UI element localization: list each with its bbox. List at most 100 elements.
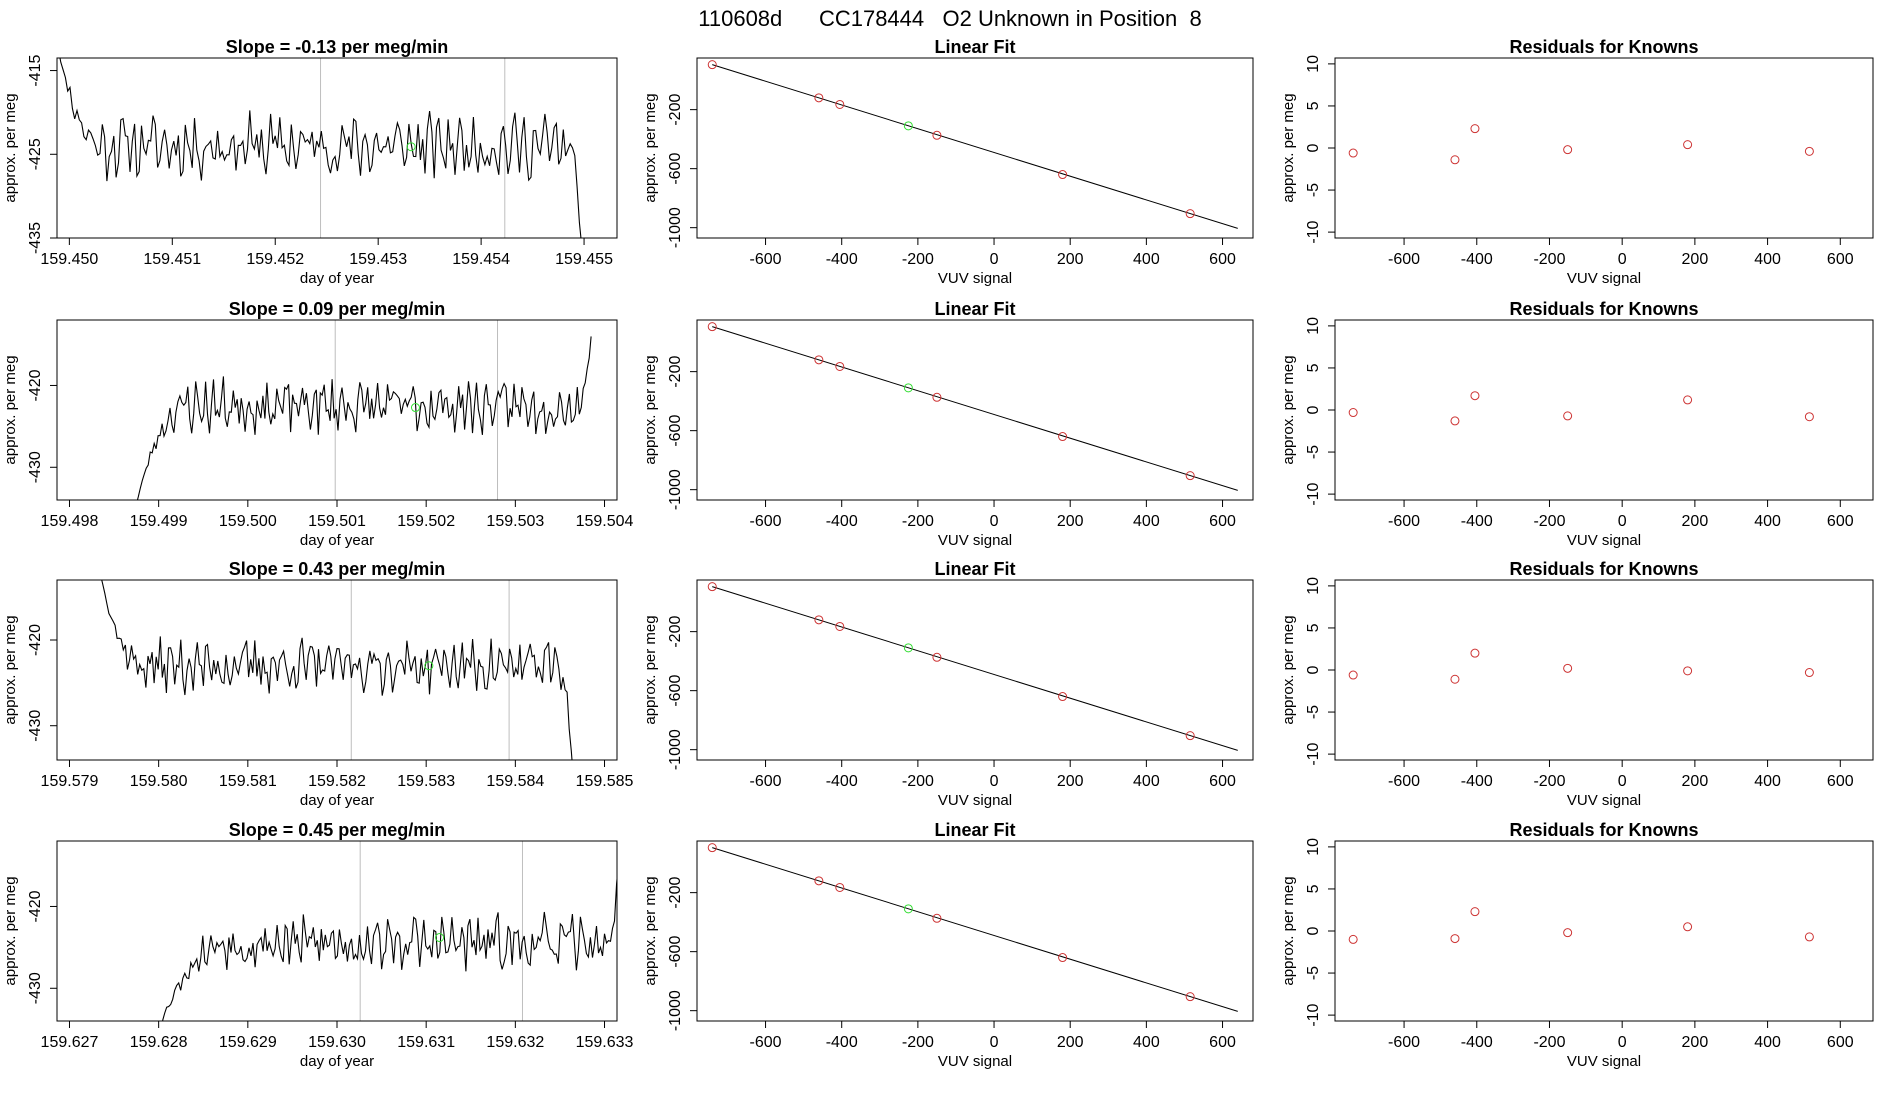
page-title: 110608d CC178444 O2 Unknown in Position …: [698, 6, 1201, 31]
row4-timeseries-y-tick-label: -420: [27, 890, 44, 922]
row3-residuals-x-tick-label: 0: [1618, 773, 1627, 790]
row2-linear-fit-panel: Linear Fit VUV signal approx. per meg -600 -…: [642, 299, 1254, 549]
row3-linear-fit-ylabel: approx. per meg: [642, 615, 659, 724]
panel-grid: Slope = -0.13 per meg/min day of year appr…: [2, 37, 1874, 1070]
row2-timeseries-x-tick-label: 159.500: [219, 513, 277, 530]
row2-residuals-x-tick-label: 200: [1682, 513, 1709, 530]
row1-timeseries-xlabel: day of year: [300, 270, 374, 287]
row2-residuals-residual-point: [1450, 416, 1460, 426]
row2-residuals-y-tick-label: -5: [1305, 445, 1322, 459]
row1-timeseries-x-tick-label: 159.452: [246, 251, 304, 268]
row2-residuals-x-tick-label: -600: [1388, 513, 1420, 530]
row2-linear-fit-x-tick-label: 600: [1209, 513, 1236, 530]
row4-linear-fit-known-point: [1185, 992, 1195, 1002]
row4-timeseries-panel: Slope = 0.45 per meg/min day of year appro…: [2, 820, 634, 1070]
row1-residuals-residual-point: [1470, 124, 1480, 134]
row2-residuals-y-tick-label: -10: [1305, 482, 1322, 505]
row1-linear-fit-plot-frame: [696, 57, 1254, 239]
row4-timeseries-x-tick-label: 159.633: [576, 1034, 634, 1051]
row2-linear-fit-x-tick-label: 200: [1057, 513, 1084, 530]
row3-timeseries-panel: Slope = 0.43 per meg/min day of year appro…: [2, 559, 634, 809]
row1-residuals-residual-point: [1683, 140, 1693, 150]
row1-linear-fit-known-point: [1058, 170, 1068, 180]
row4-timeseries-xlabel: day of year: [300, 1053, 374, 1070]
row1-residuals-x-tick-label: -400: [1461, 251, 1493, 268]
row1-linear-fit-known-point: [814, 93, 824, 103]
row2-timeseries-x-tick-label: 159.499: [130, 513, 188, 530]
row4-residuals-y-tick-label: -5: [1305, 966, 1322, 980]
row1-linear-fit-x-tick-label: -400: [826, 251, 858, 268]
row1-residuals-x-tick-label: 0: [1618, 251, 1627, 268]
row1-timeseries-y-tick-label: -435: [27, 222, 44, 254]
row3-linear-fit-x-tick-label: 600: [1209, 773, 1236, 790]
row2-timeseries-plot-frame: [56, 319, 618, 501]
row1-timeseries-plot-frame: [56, 57, 618, 239]
row3-residuals-x-tick-label: -200: [1533, 773, 1565, 790]
row3-residuals-plot-frame: [1334, 579, 1874, 761]
row2-residuals-x-tick-label: -200: [1533, 513, 1565, 530]
row3-linear-fit-x-tick-label: -200: [902, 773, 934, 790]
row4-linear-fit-xlabel: VUV signal: [938, 1053, 1012, 1070]
row3-linear-fit-x-tick-label: 0: [990, 773, 999, 790]
row4-linear-fit-x-tick-label: 400: [1133, 1034, 1160, 1051]
row2-residuals-y-tick-label: 0: [1305, 405, 1322, 414]
row3-residuals-y-tick-label: -10: [1305, 742, 1322, 765]
row1-residuals-x-tick-label: -600: [1388, 251, 1420, 268]
row3-linear-fit-known-point: [707, 582, 717, 592]
row4-linear-fit-panel: Linear Fit VUV signal approx. per meg -600 -…: [642, 820, 1254, 1070]
row4-residuals-x-tick-label: 200: [1682, 1034, 1709, 1051]
row4-residuals-x-tick-label: 0: [1618, 1034, 1627, 1051]
row3-linear-fit-known-point: [814, 615, 824, 625]
row2-linear-fit-xlabel: VUV signal: [938, 532, 1012, 549]
row4-linear-fit-title: Linear Fit: [934, 820, 1015, 840]
row1-linear-fit-x-tick-label: 200: [1057, 251, 1084, 268]
row1-residuals-ylabel: approx. per meg: [1280, 93, 1297, 202]
row3-timeseries-x-tick-label: 159.581: [219, 773, 277, 790]
row3-timeseries-ylabel: approx. per meg: [2, 615, 19, 724]
row2-residuals-plot-frame: [1334, 319, 1874, 501]
row2-linear-fit-y-tick-label: -600: [667, 415, 684, 447]
row1-timeseries-unknown-point: [406, 142, 416, 152]
row1-residuals-residual-point: [1804, 146, 1814, 156]
row1-residuals-x-tick-label: 600: [1827, 251, 1854, 268]
row4-linear-fit-x-tick-label: 200: [1057, 1034, 1084, 1051]
row4-linear-fit-known-point: [707, 843, 717, 853]
row2-linear-fit-x-tick-label: -200: [902, 513, 934, 530]
row4-residuals-plot-frame: [1334, 840, 1874, 1022]
row4-residuals-y-tick-label: 5: [1305, 884, 1322, 893]
row4-timeseries-ylabel: approx. per meg: [2, 876, 19, 985]
row2-linear-fit-x-tick-label: 400: [1133, 513, 1160, 530]
row2-linear-fit-x-tick-label: 0: [990, 513, 999, 530]
row2-timeseries-x-tick-label: 159.502: [397, 513, 455, 530]
row1-timeseries-y-tick-label: -415: [27, 54, 44, 86]
row3-residuals-y-tick-label: 0: [1305, 665, 1322, 674]
row3-linear-fit-y-tick-label: -200: [667, 616, 684, 648]
row4-linear-fit-fit-line: [712, 847, 1238, 1012]
row4-timeseries-x-tick-label: 159.631: [397, 1034, 455, 1051]
row3-timeseries-x-tick-label: 159.582: [308, 773, 366, 790]
row3-linear-fit-xlabel: VUV signal: [938, 792, 1012, 809]
row3-timeseries-x-tick-label: 159.580: [130, 773, 188, 790]
row1-timeseries-x-tick-label: 159.451: [143, 251, 201, 268]
row3-linear-fit-panel: Linear Fit VUV signal approx. per meg -600 -…: [642, 559, 1254, 809]
row1-linear-fit-x-tick-label: -200: [902, 251, 934, 268]
row1-timeseries-series-line: [59, 58, 582, 238]
row4-timeseries-series-line: [161, 873, 617, 1021]
row-4: Slope = 0.45 per meg/min day of year appro…: [2, 820, 1874, 1070]
row4-linear-fit-x-tick-label: -400: [826, 1034, 858, 1051]
row4-linear-fit-unknown-point: [903, 904, 913, 914]
row3-timeseries-series-line: [101, 580, 573, 760]
row1-linear-fit-x-tick-label: 600: [1209, 251, 1236, 268]
row4-residuals-residual-point: [1563, 928, 1573, 938]
row2-timeseries-x-tick-label: 159.501: [308, 513, 366, 530]
row1-residuals-x-tick-label: 200: [1682, 251, 1709, 268]
row2-residuals-panel: Residuals for Knowns VUV signal approx. pe…: [1280, 299, 1874, 549]
row4-residuals-residual-point: [1470, 907, 1480, 917]
row1-residuals-xlabel: VUV signal: [1567, 270, 1641, 287]
row1-linear-fit-title: Linear Fit: [934, 37, 1015, 57]
row1-linear-fit-y-tick-label: -200: [667, 94, 684, 126]
row1-residuals-y-tick-label: -5: [1305, 183, 1322, 197]
row4-linear-fit-y-tick-label: -600: [667, 936, 684, 968]
row4-residuals-residual-point: [1804, 932, 1814, 942]
row3-residuals-residual-point: [1804, 668, 1814, 678]
